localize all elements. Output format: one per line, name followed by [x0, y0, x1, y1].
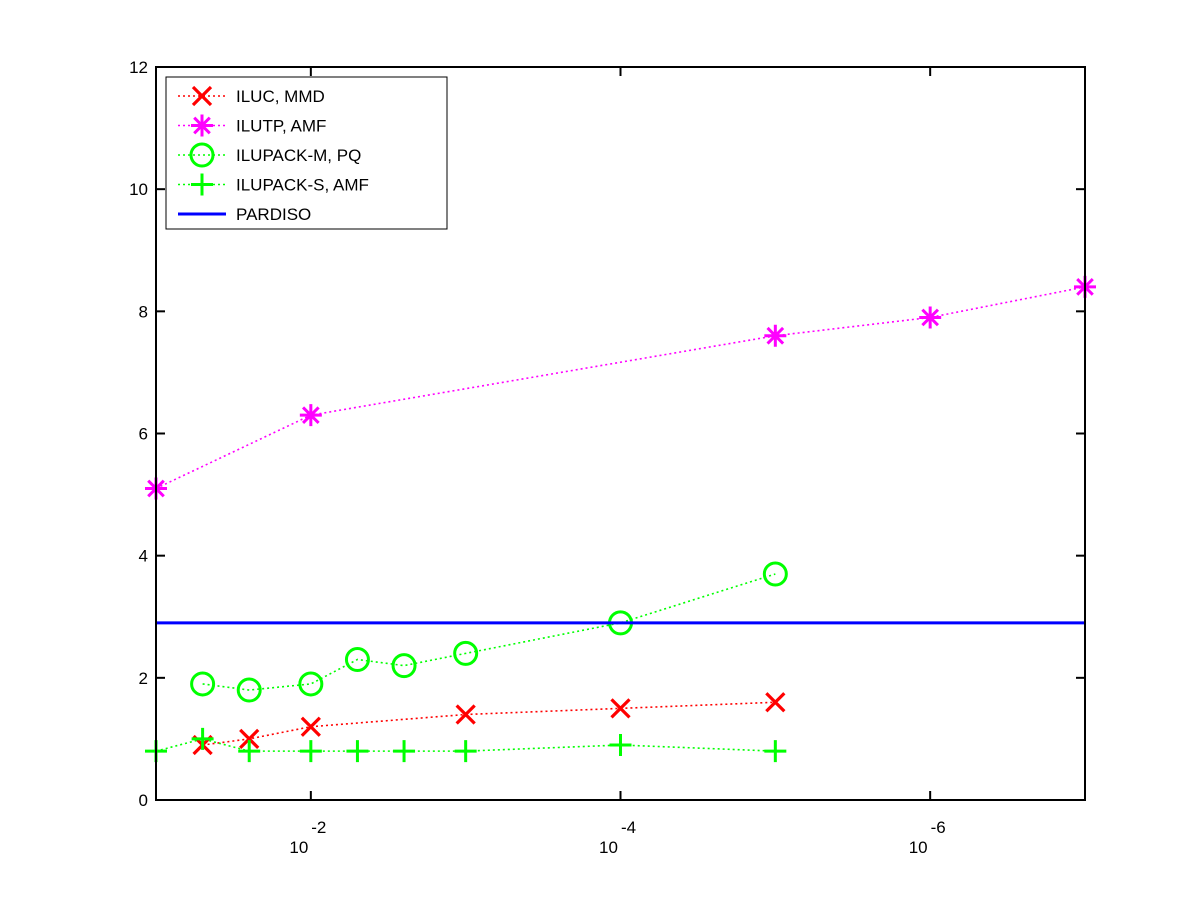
y-tick-label: 2	[139, 669, 148, 688]
legend-item: ILUC, MMD	[178, 85, 325, 107]
data-point	[300, 716, 321, 737]
data-point	[346, 740, 369, 763]
y-tick-label: 0	[139, 791, 148, 810]
legend-item: ILUPACK-M, PQ	[178, 142, 361, 168]
data-point	[344, 647, 370, 673]
data-point	[191, 727, 214, 750]
data-point	[765, 692, 786, 713]
legend-swatch-marker	[191, 114, 213, 137]
y-tick-label: 6	[139, 425, 148, 444]
data-point	[764, 324, 787, 347]
data-point	[299, 740, 322, 763]
data-point	[610, 698, 631, 719]
data-point	[236, 677, 262, 703]
series-line	[155, 738, 776, 752]
legend-swatch-marker	[191, 173, 213, 196]
legend-item: ILUTP, AMF	[178, 114, 326, 137]
legend-swatch-marker	[191, 85, 213, 107]
data-point	[609, 734, 632, 757]
data-point	[455, 704, 476, 725]
legend-label: ILUPACK-M, PQ	[236, 146, 361, 165]
series-line	[155, 286, 1086, 490]
data-point	[453, 640, 479, 666]
series-0	[192, 692, 786, 756]
legend-item: PARDISO	[178, 205, 311, 224]
data-point	[764, 740, 787, 763]
data-point	[238, 740, 261, 763]
series-line	[202, 573, 776, 691]
data-point	[391, 653, 417, 679]
data-point	[239, 728, 260, 750]
data-point	[393, 740, 416, 763]
legend-item: ILUPACK-S, AMF	[178, 173, 369, 196]
legend-label: ILUPACK-S, AMF	[236, 176, 369, 195]
plot-area	[145, 275, 1096, 763]
series-line	[202, 701, 776, 746]
x-tick-label-exponent: -4	[621, 818, 636, 837]
data-point	[762, 561, 788, 587]
y-tick-label: 12	[129, 58, 148, 77]
x-tick-label-exponent: -6	[931, 818, 946, 837]
legend-label: PARDISO	[236, 205, 311, 224]
data-point	[919, 306, 942, 329]
legend: ILUC, MMD ILUTP, AMF ILUPACK-M, PQ ILUPACK-…	[165, 76, 448, 230]
data-point	[298, 671, 324, 697]
series-2	[190, 561, 788, 703]
legend-swatch-marker	[189, 142, 215, 168]
y-tick-label: 10	[129, 180, 148, 199]
legend-label: ILUTP, AMF	[236, 117, 326, 136]
x-tick-label-base: 10	[599, 838, 618, 857]
y-tick-label: 8	[139, 302, 148, 321]
data-point	[190, 671, 216, 697]
y-tick-label: 4	[139, 547, 148, 566]
x-tick-label-exponent: -2	[311, 818, 326, 837]
data-point	[454, 740, 477, 763]
series-1	[145, 275, 1096, 500]
legend-label: ILUC, MMD	[236, 87, 325, 106]
x-tick-label-base: 10	[909, 838, 928, 857]
x-tick-label-base: 10	[289, 838, 308, 857]
data-point	[299, 404, 322, 427]
